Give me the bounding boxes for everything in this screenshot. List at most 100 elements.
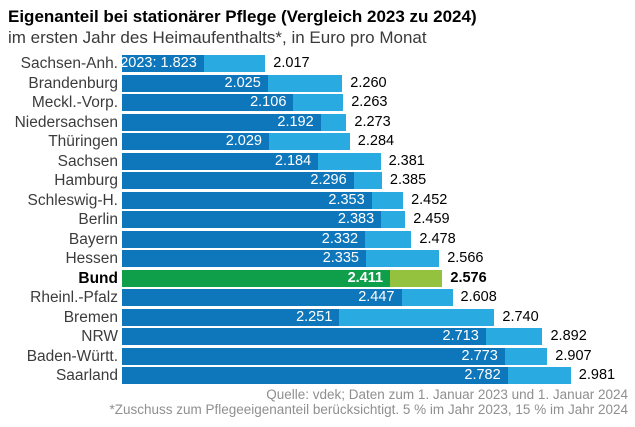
chart-row: Bund 2.411 2.576	[8, 269, 628, 287]
region-label: Berlin	[78, 211, 118, 228]
bar-2024-segment	[365, 230, 412, 248]
value-2024-label: 2.263	[351, 94, 388, 110]
bar-2023-segment: 2.782	[122, 367, 508, 384]
chart-row: Bremen 2.251 2.740	[8, 308, 628, 326]
bar-track: 2.296 2.385	[122, 172, 426, 189]
value-2024-label: 2.478	[419, 230, 456, 247]
bar-track: 2.184 2.381	[122, 152, 425, 170]
bar-2023-segment: 2.296	[122, 172, 354, 189]
value-2024-label: 2.576	[450, 269, 487, 286]
bar-track: 2023: 1.823 2.017	[120, 55, 310, 72]
bar-track: 2.773 2.907	[122, 347, 592, 365]
bar-2023-segment: 2.713	[122, 328, 486, 345]
bar-2023-segment: 2.353	[122, 191, 372, 209]
value-2023-label: 2.192	[277, 113, 314, 130]
value-2024-label: 2.740	[502, 308, 539, 325]
bar-2024-segment	[507, 367, 571, 384]
bar-2023-segment: 2.773	[122, 347, 505, 365]
bar-chart: Sachsen-Anh. 2023: 1.823 2.017 Brandenburg 2…	[8, 55, 628, 384]
region-label: Hamburg	[54, 172, 118, 189]
value-2023-label: 2.332	[321, 230, 359, 247]
chart-row: Brandenburg 2.025 2.260	[8, 74, 628, 92]
region-label: Thüringen	[48, 133, 118, 150]
bar-2023-segment: 2023: 1.823	[120, 55, 204, 72]
bar-2023-segment: 2.447	[122, 289, 402, 306]
bar-2024-segment	[381, 211, 406, 228]
chart-row: Bayern 2.332 2.478	[8, 230, 628, 248]
bar-2023-segment: 2.332	[122, 230, 366, 248]
chart-row: Saarland 2.782 2.981	[8, 367, 628, 384]
value-2023-label: 2.296	[310, 172, 347, 188]
bar-track: 2.332 2.478	[122, 230, 456, 248]
value-2024-label: 2.608	[460, 289, 497, 305]
value-2024-label: 2.017	[273, 55, 310, 71]
chart-row: Sachsen 2.184 2.381	[8, 152, 628, 170]
region-label: Rheinl.-Pfalz	[30, 289, 118, 306]
bar-2024-segment	[203, 55, 266, 72]
bar-track: 2.447 2.608	[122, 289, 497, 306]
bar-track: 2.192 2.273	[122, 113, 391, 131]
bar-2024-segment	[390, 269, 443, 287]
bar-2024-segment	[269, 133, 350, 150]
chart-row: Hessen 2.335 2.566	[8, 250, 628, 267]
source-note: Quelle: vdek; Daten zum 1. Januar 2023 u…	[266, 387, 628, 402]
value-2023-label: 2.411	[347, 269, 384, 286]
bar-2023-segment: 2.029	[122, 133, 269, 150]
value-2023-label: 2.184	[274, 152, 312, 169]
chart-row: Hamburg 2.296 2.385	[8, 172, 628, 189]
bar-2024-segment	[320, 113, 347, 131]
chart-row: Sachsen-Anh. 2023: 1.823 2.017	[8, 55, 628, 72]
bar-track: 2.713 2.892	[122, 328, 587, 345]
bar-2023-segment: 2.383	[122, 211, 382, 228]
region-label: Bayern	[68, 230, 118, 248]
footnote: *Zuschuss zum Pflegeeigenanteil berücksi…	[109, 402, 628, 417]
bar-2023-segment: 2.025	[122, 74, 268, 92]
region-label: Sachsen-Anh.	[20, 55, 118, 72]
region-label: Hessen	[65, 250, 118, 267]
region-label: NRW	[81, 328, 118, 345]
bar-2024-segment	[366, 250, 440, 267]
chart-footer: Quelle: vdek; Daten zum 1. Januar 2023 u…	[8, 387, 628, 417]
value-2024-label: 2.566	[447, 250, 484, 266]
chart-row: Rheinl.-Pfalz 2.447 2.608	[8, 289, 628, 306]
bar-track: 2.782 2.981	[122, 367, 615, 384]
value-2024-label: 2.385	[389, 172, 427, 188]
value-2023-label: 2023: 1.823	[120, 55, 197, 71]
bar-2023-segment: 2.251	[122, 308, 340, 326]
bar-2024-segment	[318, 152, 381, 170]
bar-track: 2.106 2.263	[122, 94, 387, 111]
value-2023-label: 2.447	[358, 289, 395, 305]
bar-2024-segment	[339, 308, 495, 326]
bar-2024-segment	[401, 289, 453, 306]
value-2023-label: 2.106	[250, 94, 287, 110]
bar-2024-segment	[371, 191, 404, 209]
value-2024-label: 2.381	[388, 152, 425, 169]
bar-track: 2.411 2.576	[122, 269, 487, 287]
value-2024-label: 2.260	[350, 74, 387, 91]
region-label: Baden-Württ.	[26, 347, 118, 365]
region-label: Brandenburg	[28, 74, 118, 92]
bar-2023-segment: 2.106	[122, 94, 294, 111]
value-2023-label: 2.029	[225, 133, 262, 149]
bar-2024-segment	[353, 172, 382, 189]
value-2023-label: 2.782	[464, 367, 501, 383]
bar-2023-segment: 2.184	[122, 152, 319, 170]
chart-row: Schleswig-H. 2.353 2.452	[8, 191, 628, 209]
bar-track: 2.353 2.452	[122, 191, 448, 209]
chart-subtitle: im ersten Jahr des Heimaufenthalts*, in …	[8, 28, 427, 47]
region-label: Bremen	[63, 308, 118, 326]
value-2024-label: 2.459	[413, 211, 450, 227]
chart-row: Berlin 2.383 2.459	[8, 211, 628, 228]
bar-track: 2.029 2.284	[122, 133, 394, 150]
chart-row: Meckl.-Vorp. 2.106 2.263	[8, 94, 628, 111]
value-2024-label: 2.284	[357, 133, 395, 149]
value-2023-label: 2.025	[224, 74, 261, 91]
bar-2023-segment: 2.192	[122, 113, 321, 131]
bar-track: 2.025 2.260	[122, 74, 387, 92]
value-2024-label: 2.981	[578, 367, 616, 383]
region-label: Bund	[78, 269, 118, 287]
bar-2024-segment	[485, 328, 543, 345]
value-2024-label: 2.452	[411, 191, 448, 208]
bar-2023-segment: 2.411	[122, 269, 391, 287]
